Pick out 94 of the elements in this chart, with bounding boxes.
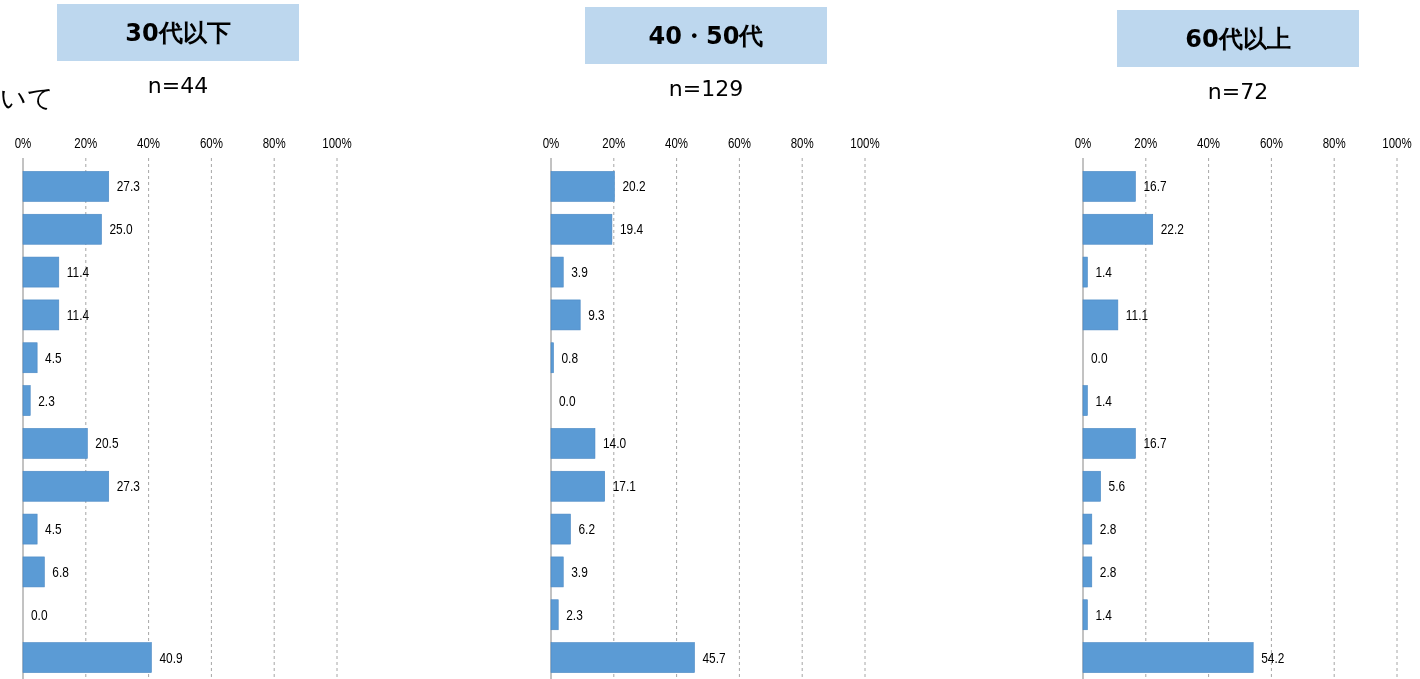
data-label: 0.8 [561,349,579,366]
x-tick-label: 80% [1322,134,1346,152]
bar [550,642,695,673]
bar [550,299,581,331]
data-label: 4.5 [45,349,62,366]
bar [1082,642,1254,673]
bar [1082,556,1093,588]
bar [550,599,559,631]
bar [550,213,613,245]
bar [1082,428,1136,459]
x-tick-label: 60% [199,134,223,152]
data-label: 20.5 [95,435,119,452]
bar [550,256,564,288]
bar [1082,171,1136,202]
data-label: 3.9 [571,563,588,581]
bar [1082,213,1154,245]
bar [550,171,615,202]
data-label: 27.3 [116,178,140,195]
bar [22,470,110,502]
x-tick-label: 100% [1382,134,1412,152]
bar [22,213,102,245]
data-label: 6.2 [578,521,596,538]
chart-title: 30代以下 [125,19,231,47]
bar [22,428,88,459]
x-tick-label: 20% [74,134,98,152]
x-tick-label: 80% [790,134,814,152]
data-label: 2.8 [1099,521,1117,538]
data-label: 0.0 [31,606,48,623]
data-label: 11.1 [1125,306,1149,324]
data-label: 2.8 [1099,563,1117,581]
chart-title: 60代以上 [1185,25,1291,53]
data-label: 3.9 [571,264,588,281]
data-label: 4.5 [45,521,62,538]
data-label: 6.8 [52,563,69,581]
data-label: 11.4 [66,306,90,324]
data-label: 54.2 [1261,649,1285,666]
bar [1082,385,1088,416]
x-tick-label: 80% [262,134,286,152]
x-tick-label: 60% [727,134,751,152]
bar [22,385,31,416]
bar [1082,256,1088,288]
bar [22,642,152,673]
x-tick-label: 40% [137,134,161,152]
data-label: 1.4 [1095,606,1112,623]
chart-subtitle: n=44 [147,73,209,98]
data-label: 0.0 [559,392,576,409]
bar [1082,599,1088,631]
bar [1082,470,1101,502]
chart-subtitle: n=72 [1207,79,1269,104]
x-tick-label: 40% [1197,134,1221,152]
bar [550,342,554,374]
x-tick-label: 20% [602,134,626,152]
data-label: 2.3 [38,392,55,409]
data-label: 40.9 [159,649,183,666]
x-tick-label: 40% [665,134,689,152]
bar [550,470,605,502]
data-label: 27.3 [116,478,140,495]
data-label: 14.0 [602,435,627,452]
data-label: 2.3 [566,606,583,623]
bar [1082,299,1119,331]
data-label: 1.4 [1095,264,1112,281]
data-label: 1.4 [1095,392,1112,409]
x-tick-label: 100% [850,134,880,152]
x-tick-label: 0% [1074,134,1092,152]
data-label: 16.7 [1143,435,1167,452]
chart-title: 40・50代 [648,22,764,50]
bar [550,556,564,588]
bar [550,428,596,459]
chart-subtitle: n=129 [668,76,744,101]
data-label: 45.7 [702,649,726,666]
x-tick-label: 100% [322,134,352,152]
bar [22,256,60,288]
bar [22,171,110,202]
bar [550,513,571,545]
x-tick-label: 60% [1259,134,1283,152]
data-label: 16.7 [1143,178,1167,195]
bar [22,556,45,588]
data-label: 5.6 [1108,478,1126,495]
bar [22,513,38,545]
bar [22,299,60,331]
data-label: 11.4 [66,264,90,281]
text: いて [0,83,54,113]
bar [22,342,38,374]
data-label: 17.1 [612,478,636,495]
data-label: 20.2 [622,178,646,195]
x-tick-label: 0% [14,134,32,152]
bar [1082,513,1093,545]
data-label: 25.0 [109,221,133,238]
data-label: 0.0 [1091,349,1108,366]
data-label: 19.4 [619,221,644,238]
data-label: 9.3 [588,306,605,324]
data-label: 22.2 [1160,221,1184,238]
x-tick-label: 0% [542,134,560,152]
x-tick-label: 20% [1134,134,1158,152]
